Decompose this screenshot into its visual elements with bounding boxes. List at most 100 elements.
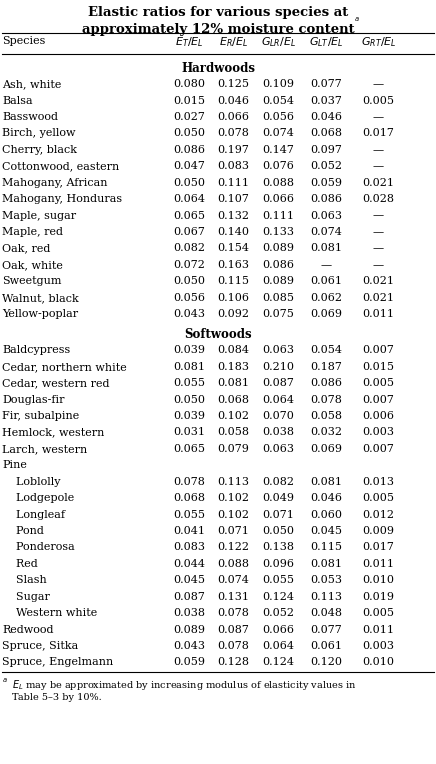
Text: 0.078: 0.078	[217, 128, 249, 138]
Text: 0.079: 0.079	[217, 444, 249, 454]
Text: 0.071: 0.071	[217, 526, 249, 536]
Text: 0.111: 0.111	[217, 178, 249, 188]
Text: 0.067: 0.067	[174, 227, 206, 237]
Text: Elastic ratios for various species at: Elastic ratios for various species at	[88, 6, 348, 19]
Text: 0.037: 0.037	[310, 96, 342, 105]
Text: 0.082: 0.082	[262, 477, 294, 487]
Text: 0.052: 0.052	[310, 161, 342, 171]
Text: 0.059: 0.059	[310, 178, 342, 188]
Text: 0.005: 0.005	[362, 96, 395, 105]
Text: Larch, western: Larch, western	[2, 444, 88, 454]
Text: 0.089: 0.089	[262, 277, 294, 286]
Text: 0.021: 0.021	[362, 277, 395, 286]
Text: 0.081: 0.081	[310, 558, 342, 569]
Text: —: —	[320, 260, 332, 270]
Text: $^{a}$: $^{a}$	[354, 18, 360, 27]
Text: Pine: Pine	[2, 460, 27, 471]
Text: 0.021: 0.021	[362, 178, 395, 188]
Text: $E_T/E_L$: $E_T/E_L$	[175, 36, 204, 50]
Text: $^{a}$: $^{a}$	[2, 678, 8, 687]
Text: 0.055: 0.055	[174, 378, 206, 388]
Text: 0.085: 0.085	[262, 293, 294, 303]
Text: 0.077: 0.077	[310, 79, 342, 89]
Text: Species: Species	[2, 36, 45, 46]
Text: 0.047: 0.047	[174, 161, 206, 171]
Text: 0.038: 0.038	[174, 608, 206, 618]
Text: 0.028: 0.028	[362, 194, 395, 204]
Text: 0.068: 0.068	[217, 394, 249, 405]
Text: 0.075: 0.075	[262, 309, 294, 319]
Text: Maple, red: Maple, red	[2, 227, 63, 237]
Text: Sweetgum: Sweetgum	[2, 277, 61, 286]
Text: Mahogany, Honduras: Mahogany, Honduras	[2, 194, 123, 204]
Text: 0.078: 0.078	[310, 394, 342, 405]
Text: 0.003: 0.003	[362, 641, 395, 651]
Text: —: —	[373, 244, 384, 254]
Text: 0.021: 0.021	[362, 293, 395, 303]
Text: Lodgepole: Lodgepole	[2, 493, 75, 503]
Text: 0.133: 0.133	[262, 227, 294, 237]
Text: 0.005: 0.005	[362, 378, 395, 388]
Text: Fir, subalpine: Fir, subalpine	[2, 411, 79, 421]
Text: 0.043: 0.043	[174, 641, 206, 651]
Text: 0.054: 0.054	[310, 345, 342, 355]
Text: 0.015: 0.015	[362, 361, 395, 372]
Text: 0.039: 0.039	[174, 411, 206, 421]
Text: 0.115: 0.115	[217, 277, 249, 286]
Text: Mahogany, African: Mahogany, African	[2, 178, 108, 188]
Text: 0.086: 0.086	[310, 194, 342, 204]
Text: 0.063: 0.063	[262, 345, 294, 355]
Text: 0.050: 0.050	[174, 394, 206, 405]
Text: 0.081: 0.081	[174, 361, 206, 372]
Text: 0.132: 0.132	[217, 211, 249, 221]
Text: 0.092: 0.092	[217, 309, 249, 319]
Text: 0.138: 0.138	[262, 542, 294, 552]
Text: 0.010: 0.010	[362, 657, 395, 668]
Text: 0.066: 0.066	[262, 624, 294, 635]
Text: Loblolly: Loblolly	[2, 477, 61, 487]
Text: Ash, white: Ash, white	[2, 79, 61, 89]
Text: 0.080: 0.080	[174, 79, 206, 89]
Text: 0.053: 0.053	[310, 575, 342, 585]
Text: 0.125: 0.125	[217, 79, 249, 89]
Text: 0.078: 0.078	[217, 608, 249, 618]
Text: 0.017: 0.017	[362, 128, 395, 138]
Text: 0.007: 0.007	[362, 394, 395, 405]
Text: 0.147: 0.147	[262, 145, 294, 155]
Text: 0.076: 0.076	[262, 161, 294, 171]
Text: 0.066: 0.066	[217, 112, 249, 122]
Text: 0.043: 0.043	[174, 309, 206, 319]
Text: Balsa: Balsa	[2, 96, 33, 105]
Text: 0.066: 0.066	[262, 194, 294, 204]
Text: Spruce, Engelmann: Spruce, Engelmann	[2, 657, 113, 668]
Text: 0.060: 0.060	[310, 510, 342, 520]
Text: $G_{LT}/E_L$: $G_{LT}/E_L$	[309, 36, 344, 50]
Text: Yellow-poplar: Yellow-poplar	[2, 309, 78, 319]
Text: 0.109: 0.109	[262, 79, 294, 89]
Text: Cedar, western red: Cedar, western red	[2, 378, 110, 388]
Text: 0.012: 0.012	[362, 510, 395, 520]
Text: 0.096: 0.096	[262, 558, 294, 569]
Text: Cottonwood, eastern: Cottonwood, eastern	[2, 161, 119, 171]
Text: 0.055: 0.055	[262, 575, 294, 585]
Text: 0.052: 0.052	[262, 608, 294, 618]
Text: 0.102: 0.102	[217, 411, 249, 421]
Text: Slash: Slash	[2, 575, 47, 585]
Text: 0.003: 0.003	[362, 427, 395, 438]
Text: 0.046: 0.046	[310, 112, 342, 122]
Text: 0.061: 0.061	[310, 277, 342, 286]
Text: 0.102: 0.102	[217, 510, 249, 520]
Text: 0.063: 0.063	[310, 211, 342, 221]
Text: 0.069: 0.069	[310, 444, 342, 454]
Text: 0.086: 0.086	[174, 145, 206, 155]
Text: 0.059: 0.059	[174, 657, 206, 668]
Text: 0.065: 0.065	[174, 444, 206, 454]
Text: 0.111: 0.111	[262, 211, 294, 221]
Text: 0.049: 0.049	[262, 493, 294, 503]
Text: 0.069: 0.069	[310, 309, 342, 319]
Text: 0.086: 0.086	[262, 260, 294, 270]
Text: 0.087: 0.087	[217, 624, 249, 635]
Text: 0.074: 0.074	[217, 575, 249, 585]
Text: Hemlock, western: Hemlock, western	[2, 427, 105, 438]
Text: 0.210: 0.210	[262, 361, 294, 372]
